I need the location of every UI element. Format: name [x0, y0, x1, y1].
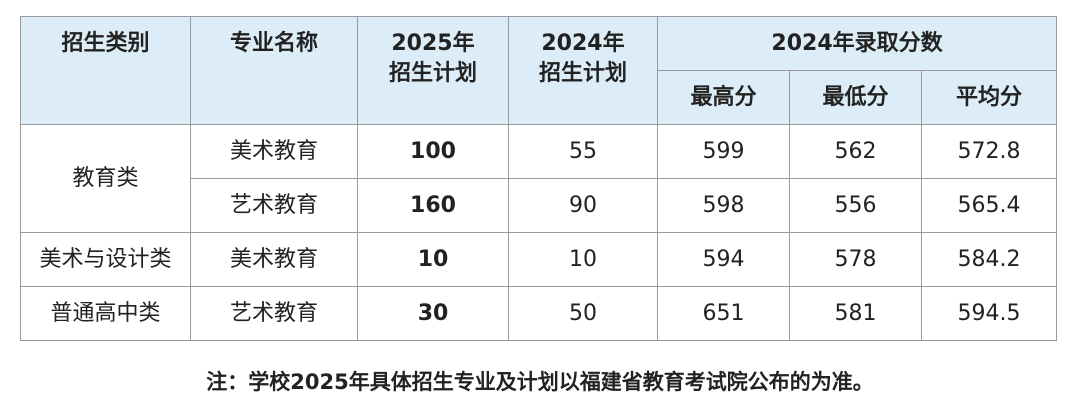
category-cell: 普通高中类 — [20, 286, 191, 341]
table-row: 教育类 美术教育 100 55 599 562 572.8 — [20, 124, 1058, 233]
header-cell: 2024年 招生计划 — [508, 16, 658, 125]
plan2024-cell: 50 — [508, 286, 658, 341]
min-cell: 578 — [789, 232, 922, 287]
major-cell: 美术教育 — [190, 232, 358, 287]
max-cell: 651 — [657, 286, 790, 341]
header-cell: 最低分 — [789, 70, 922, 125]
max-cell: 594 — [657, 232, 790, 287]
plan-2025-cell: 160 — [357, 178, 509, 233]
min-cell: 562 — [789, 124, 922, 179]
header-cell: 2025年 招生计划 — [357, 16, 509, 125]
header-cell: 平均分 — [920, 70, 1058, 125]
table-body: 教育类 美术教育 100 55 599 562 572.8 艺术教育 160 90 598 556 56… — [20, 124, 1058, 341]
avg-cell: 572.8 — [920, 124, 1058, 179]
min-cell: 556 — [789, 178, 922, 233]
plan-2025-cell: 10 — [357, 232, 509, 287]
category-cell: 教育类 — [20, 124, 191, 233]
plan2024-cell: 55 — [508, 124, 658, 179]
avg-cell: 565.4 — [920, 178, 1058, 233]
major-cell: 美术教育 — [190, 124, 358, 179]
max-cell: 598 — [657, 178, 790, 233]
admission-table: 招生类别 专业名称 2025年 招生计划 2024年 招生计划 2024年录取分… — [20, 16, 1058, 341]
table-row: 普通高中类 艺术教育 30 50 651 581 594.5 — [20, 286, 1058, 341]
table-row: 美术与设计类 美术教育 10 10 594 578 584.2 — [20, 232, 1058, 287]
header-cell: 2024年录取分数 — [656, 16, 1058, 71]
header-cell: 专业名称 — [190, 16, 358, 125]
major-cell: 艺术教育 — [190, 178, 358, 233]
max-cell: 599 — [657, 124, 790, 179]
plan2024-cell: 90 — [508, 178, 658, 233]
category-cell: 美术与设计类 — [20, 232, 191, 287]
avg-cell: 594.5 — [920, 286, 1058, 341]
header-cell: 招生类别 — [20, 16, 191, 125]
footnote: 注：学校2025年具体招生专业及计划以福建省教育考试院公布的为准。 — [206, 370, 874, 394]
plan-2025-cell: 30 — [357, 286, 509, 341]
plan2024-cell: 10 — [508, 232, 658, 287]
avg-cell: 584.2 — [920, 232, 1058, 287]
header-cell: 最高分 — [657, 70, 790, 125]
major-cell: 艺术教育 — [190, 286, 358, 341]
plan-2025-cell: 100 — [357, 124, 509, 179]
min-cell: 581 — [789, 286, 922, 341]
